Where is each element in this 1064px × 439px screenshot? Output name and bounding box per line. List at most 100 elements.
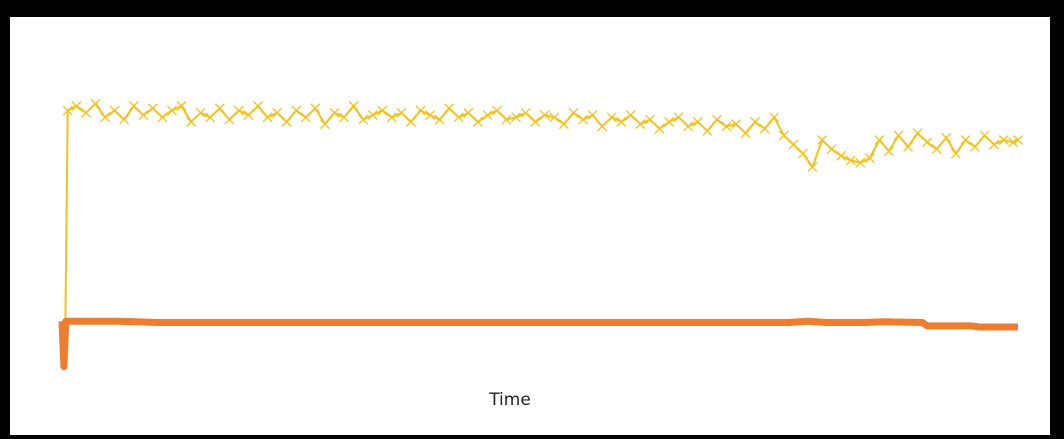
- data-point-marker: [367, 110, 378, 121]
- data-point-marker: [90, 98, 101, 109]
- data-point-marker: [166, 105, 177, 116]
- data-point-marker: [358, 114, 369, 125]
- data-point-marker: [855, 157, 866, 168]
- data-point-marker: [453, 112, 464, 123]
- data-point-marker: [558, 119, 569, 130]
- data-point-marker: [960, 135, 971, 145]
- data-point-marker: [530, 116, 541, 127]
- data-point-marker: [272, 107, 283, 118]
- data-point-marker: [520, 107, 531, 118]
- data-point-marker: [243, 110, 254, 121]
- data-point-marker: [769, 112, 780, 123]
- data-point-marker: [119, 114, 130, 125]
- data-point-marker: [912, 128, 923, 139]
- data-point-marker: [568, 107, 579, 118]
- line-chart: [58, 98, 1023, 371]
- data-point-marker: [386, 112, 397, 123]
- series-1-line: [61, 102, 1019, 368]
- data-point-marker: [186, 116, 197, 127]
- x-axis-label: Time: [489, 390, 531, 410]
- data-point-marker: [214, 103, 225, 114]
- data-point-marker: [195, 107, 206, 118]
- data-point-marker: [836, 150, 847, 161]
- data-point-marker: [501, 114, 512, 125]
- data-point-marker: [597, 121, 608, 132]
- data-point-marker: [539, 110, 550, 121]
- data-point-marker: [492, 105, 502, 116]
- data-point-marker: [425, 110, 436, 121]
- data-point-marker: [300, 112, 311, 123]
- data-point-marker: [1008, 137, 1019, 148]
- data-point-marker: [606, 112, 617, 123]
- data-point-marker: [673, 112, 684, 123]
- data-point-marker: [807, 162, 818, 173]
- data-point-marker: [931, 144, 942, 155]
- data-point-marker: [587, 110, 598, 121]
- data-point-marker: [922, 137, 933, 148]
- data-point-marker: [683, 121, 694, 132]
- data-point-marker: [377, 105, 388, 116]
- data-point-marker: [62, 105, 73, 116]
- data-point-marker: [788, 139, 799, 150]
- data-point-marker: [138, 110, 149, 121]
- data-point-marker: [472, 116, 483, 127]
- chart-panel: Time: [10, 17, 1050, 435]
- data-point-marker: [319, 119, 330, 130]
- data-point-marker: [482, 110, 493, 121]
- data-point-marker: [644, 114, 655, 125]
- data-point-marker: [253, 101, 263, 111]
- series-layer: [58, 98, 1023, 371]
- data-point-marker: [262, 112, 273, 123]
- data-point-marker: [864, 153, 875, 164]
- data-point-marker: [750, 116, 761, 127]
- data-point-marker: [157, 112, 168, 123]
- data-point-marker: [950, 148, 961, 159]
- data-point-marker: [549, 112, 560, 123]
- data-point-marker: [1013, 135, 1023, 145]
- data-point-marker: [702, 125, 713, 136]
- data-point-marker: [71, 101, 82, 111]
- data-point-marker: [778, 130, 789, 141]
- data-point-marker: [664, 116, 675, 127]
- data-point-marker: [147, 103, 158, 114]
- series-1: [61, 98, 1023, 368]
- data-point-marker: [616, 116, 627, 127]
- data-point-marker: [291, 105, 302, 116]
- data-point-marker: [233, 105, 244, 116]
- data-point-marker: [176, 101, 187, 111]
- data-point-marker: [692, 116, 703, 127]
- data-point-marker: [883, 146, 894, 157]
- data-point-marker: [339, 112, 349, 123]
- data-point-marker: [329, 107, 340, 118]
- data-point-marker: [740, 128, 751, 139]
- data-point-marker: [396, 107, 407, 118]
- data-point-marker: [826, 144, 837, 155]
- data-point-marker: [654, 123, 665, 134]
- data-point-marker: [721, 121, 732, 132]
- data-point-marker: [711, 114, 722, 125]
- data-point-marker: [205, 112, 216, 123]
- data-point-marker: [405, 116, 416, 127]
- data-point-marker: [415, 105, 426, 116]
- data-point-marker: [731, 119, 741, 130]
- data-point-marker: [797, 148, 808, 159]
- data-point-marker: [941, 132, 952, 143]
- data-point-marker: [80, 107, 91, 118]
- data-point-marker: [224, 114, 235, 125]
- data-point-marker: [281, 116, 292, 127]
- data-point-marker: [128, 101, 139, 111]
- data-point-marker: [434, 114, 445, 125]
- data-point-marker: [759, 123, 770, 134]
- data-point-marker: [845, 155, 856, 166]
- data-point-marker: [893, 130, 904, 141]
- data-point-marker: [310, 103, 321, 114]
- data-point-marker: [989, 139, 1000, 150]
- data-point-marker: [578, 114, 588, 125]
- data-point-marker: [444, 103, 455, 114]
- data-point-marker: [463, 107, 474, 118]
- data-point-marker: [625, 110, 636, 121]
- data-point-marker: [348, 101, 359, 111]
- data-point-marker: [874, 135, 885, 145]
- data-point-marker: [903, 141, 914, 152]
- data-point-marker: [109, 105, 120, 116]
